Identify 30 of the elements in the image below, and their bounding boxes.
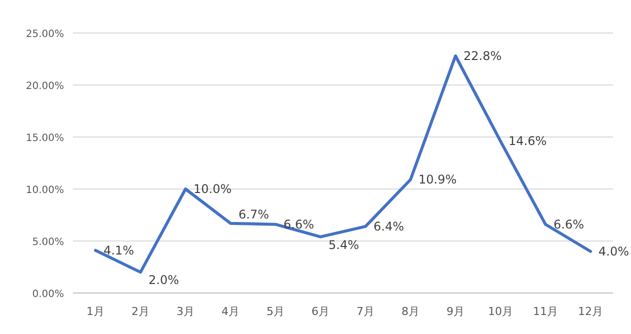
data-label: 6.7%	[238, 207, 269, 222]
y-tick-label: 25.00%	[26, 29, 64, 40]
data-label: 14.6%	[508, 134, 547, 148]
y-tick-label: 20.00%	[26, 81, 64, 92]
data-label: 10.0%	[194, 182, 232, 196]
x-tick-label: 6月	[312, 305, 330, 318]
data-label: 22.8%	[464, 48, 502, 63]
data-label: 2.0%	[148, 273, 179, 288]
y-tick-label: 15.00%	[26, 133, 64, 144]
y-tick-label: 0.00%	[32, 289, 64, 300]
y-tick-label: 10.00%	[26, 185, 64, 196]
data-label: 10.9%	[418, 172, 457, 187]
x-tick-label: 9月	[446, 305, 464, 318]
data-label: 6.4%	[374, 219, 404, 234]
x-tick-label: 1月	[86, 305, 104, 318]
data-label: 5.4%	[328, 238, 359, 252]
data-label: 4.0%	[598, 244, 629, 258]
x-tick-label: 12月	[578, 305, 603, 318]
x-tick-label: 5月	[266, 305, 284, 318]
data-label: 4.1%	[104, 243, 134, 258]
x-tick-label: 8月	[402, 305, 420, 318]
x-tick-label: 2月	[132, 305, 150, 318]
x-tick-label: 11月	[533, 305, 558, 318]
y-tick-label: 5.00%	[32, 237, 64, 248]
x-tick-label: 10月	[488, 305, 513, 318]
x-tick-label: 4月	[222, 305, 240, 318]
data-label: 6.6%	[554, 217, 584, 232]
x-tick-label: 3月	[176, 305, 194, 318]
data-label: 6.6%	[284, 217, 314, 232]
x-tick-label: 7月	[356, 305, 374, 318]
